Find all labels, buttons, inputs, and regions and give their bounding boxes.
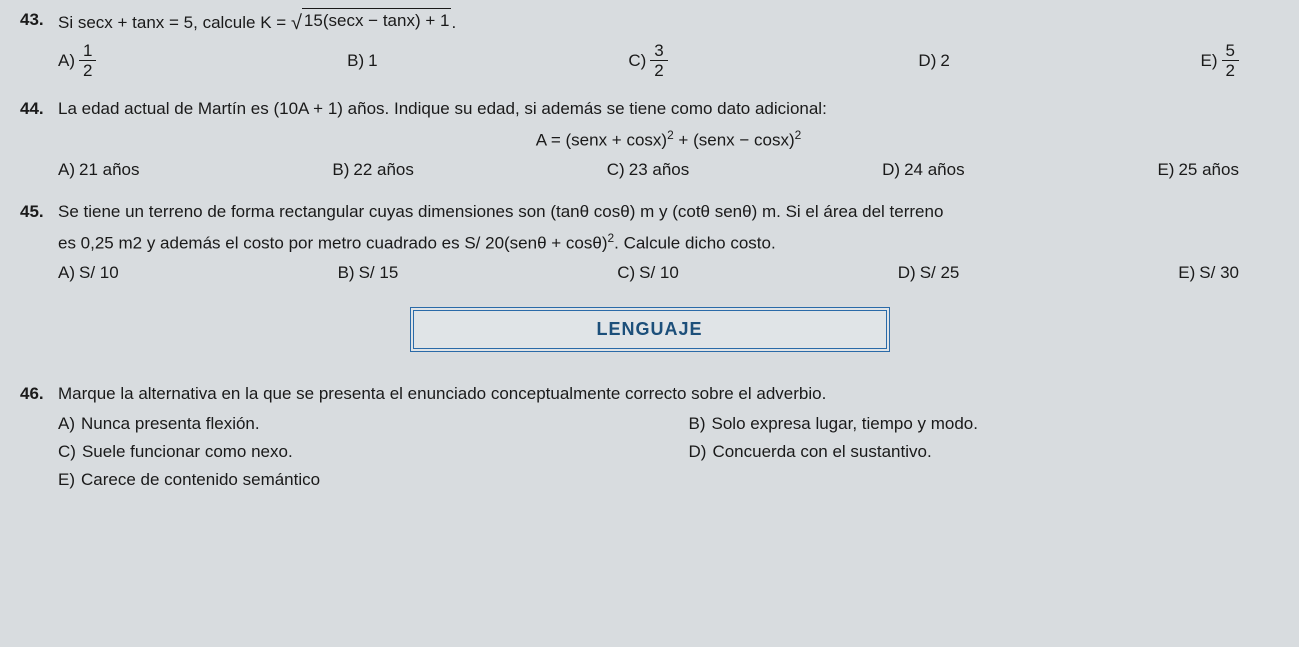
option-text: S/ 15 bbox=[359, 261, 399, 285]
option-text: S/ 10 bbox=[79, 261, 119, 285]
option-b: B)Solo expresa lugar, tiempo y modo. bbox=[689, 412, 1280, 436]
stem-suffix: . bbox=[451, 13, 456, 32]
option-c: C)Suele funcionar como nexo. bbox=[58, 440, 649, 464]
option-label: B) bbox=[689, 412, 706, 436]
option-e: E)Carece de contenido semántico bbox=[58, 468, 649, 492]
option-text: 25 años bbox=[1178, 158, 1239, 182]
option-label: B) bbox=[347, 49, 364, 73]
options-row: A)S/ 10 B)S/ 15 C)S/ 10 D)S/ 25 E)S/ 30 bbox=[58, 261, 1279, 285]
option-label: A) bbox=[58, 261, 75, 285]
option-label: D) bbox=[689, 440, 707, 464]
stem-suffix: . Calcule dicho costo. bbox=[614, 234, 776, 253]
option-a: A)Nunca presenta flexión. bbox=[58, 412, 649, 436]
question-46: 46. Marque la alternativa en la que se p… bbox=[20, 382, 1279, 491]
option-label: C) bbox=[607, 158, 625, 182]
formula-mid: + (senx − cosx) bbox=[674, 130, 795, 149]
denominator: 2 bbox=[650, 61, 667, 79]
question-43: 43. Si secx + tanx = 5, calcule K = √ 15… bbox=[20, 8, 1279, 79]
option-a: A)21 años bbox=[58, 158, 140, 182]
option-label: E) bbox=[1201, 49, 1218, 73]
option-b: B)S/ 15 bbox=[338, 261, 399, 285]
section-banner-lenguaje: LENGUAJE bbox=[410, 307, 890, 352]
option-e: E)S/ 30 bbox=[1178, 261, 1239, 285]
option-label: E) bbox=[1157, 158, 1174, 182]
option-d: D)S/ 25 bbox=[898, 261, 960, 285]
question-number: 43. bbox=[20, 8, 58, 32]
option-b: B) 1 bbox=[347, 42, 377, 79]
option-d: D) 2 bbox=[918, 42, 949, 79]
option-c: C) 3 2 bbox=[628, 42, 667, 79]
option-label: B) bbox=[332, 158, 349, 182]
option-b: B)22 años bbox=[332, 158, 414, 182]
option-text: 21 años bbox=[79, 158, 140, 182]
question-formula: A = (senx + cosx)2 + (senx − cosx)2 bbox=[58, 127, 1279, 152]
option-label: E) bbox=[1178, 261, 1195, 285]
option-e: E)25 años bbox=[1157, 158, 1239, 182]
option-d: D)24 años bbox=[882, 158, 964, 182]
option-a: A)S/ 10 bbox=[58, 261, 119, 285]
option-label: C) bbox=[628, 49, 646, 73]
option-text: 24 años bbox=[904, 158, 965, 182]
option-text: 22 años bbox=[353, 158, 414, 182]
option-label: A) bbox=[58, 158, 75, 182]
question-number: 45. bbox=[20, 200, 58, 224]
fraction: 1 2 bbox=[79, 42, 96, 79]
option-a: A) 1 2 bbox=[58, 42, 96, 79]
option-c: C)S/ 10 bbox=[617, 261, 679, 285]
option-text: S/ 30 bbox=[1199, 261, 1239, 285]
stem-text: Si secx + tanx = 5, calcule K = bbox=[58, 13, 291, 32]
option-text: Carece de contenido semántico bbox=[81, 468, 320, 492]
sqrt-expression: √ 15(secx − tanx) + 1 bbox=[291, 8, 452, 36]
radicand: 15(secx − tanx) + 1 bbox=[302, 8, 452, 36]
numerator: 1 bbox=[79, 42, 96, 61]
question-number: 46. bbox=[20, 382, 58, 406]
option-label: A) bbox=[58, 412, 75, 436]
option-e: E) 5 2 bbox=[1201, 42, 1239, 79]
option-text: 2 bbox=[940, 49, 949, 73]
options-row: A)21 años B)22 años C)23 años D)24 años … bbox=[58, 158, 1279, 182]
fraction: 3 2 bbox=[650, 42, 667, 79]
option-text: S/ 10 bbox=[639, 261, 679, 285]
option-label: E) bbox=[58, 468, 75, 492]
options-row: A) 1 2 B) 1 C) 3 2 bbox=[58, 42, 1279, 79]
stem-prefix: es 0,25 m2 y además el costo por metro c… bbox=[58, 234, 608, 253]
option-text: Solo expresa lugar, tiempo y modo. bbox=[712, 412, 978, 436]
question-stem: La edad actual de Martín es (10A + 1) añ… bbox=[58, 97, 1279, 121]
option-d: D)Concuerda con el sustantivo. bbox=[689, 440, 1280, 464]
radical-icon: √ bbox=[291, 9, 302, 37]
denominator: 2 bbox=[79, 61, 96, 79]
options-grid: A)Nunca presenta flexión. B)Solo expresa… bbox=[58, 412, 1279, 491]
option-label: A) bbox=[58, 49, 75, 73]
option-label: D) bbox=[898, 261, 916, 285]
question-stem: Si secx + tanx = 5, calcule K = √ 15(sec… bbox=[58, 8, 1279, 36]
option-text: S/ 25 bbox=[920, 261, 960, 285]
denominator: 2 bbox=[1222, 61, 1239, 79]
option-label: D) bbox=[882, 158, 900, 182]
formula-lhs: A = (senx + cosx) bbox=[536, 130, 667, 149]
option-text: Suele funcionar como nexo. bbox=[82, 440, 293, 464]
option-label: D) bbox=[918, 49, 936, 73]
option-label: C) bbox=[58, 440, 76, 464]
exponent: 2 bbox=[667, 128, 674, 142]
question-number: 44. bbox=[20, 97, 58, 121]
option-text: Nunca presenta flexión. bbox=[81, 412, 260, 436]
option-c: C)23 años bbox=[607, 158, 689, 182]
question-44: 44. La edad actual de Martín es (10A + 1… bbox=[20, 97, 1279, 182]
fraction: 5 2 bbox=[1222, 42, 1239, 79]
numerator: 3 bbox=[650, 42, 667, 61]
question-45: 45. Se tiene un terreno de forma rectang… bbox=[20, 200, 1279, 285]
exponent: 2 bbox=[795, 128, 802, 142]
option-label: B) bbox=[338, 261, 355, 285]
question-stem-line1: Se tiene un terreno de forma rectangular… bbox=[58, 200, 1279, 224]
question-stem: Marque la alternativa en la que se prese… bbox=[58, 382, 1279, 406]
option-text: 1 bbox=[368, 49, 377, 73]
option-text: 23 años bbox=[629, 158, 690, 182]
option-text: Concuerda con el sustantivo. bbox=[712, 440, 931, 464]
option-label: C) bbox=[617, 261, 635, 285]
question-stem-line2: es 0,25 m2 y además el costo por metro c… bbox=[58, 230, 1279, 255]
numerator: 5 bbox=[1222, 42, 1239, 61]
